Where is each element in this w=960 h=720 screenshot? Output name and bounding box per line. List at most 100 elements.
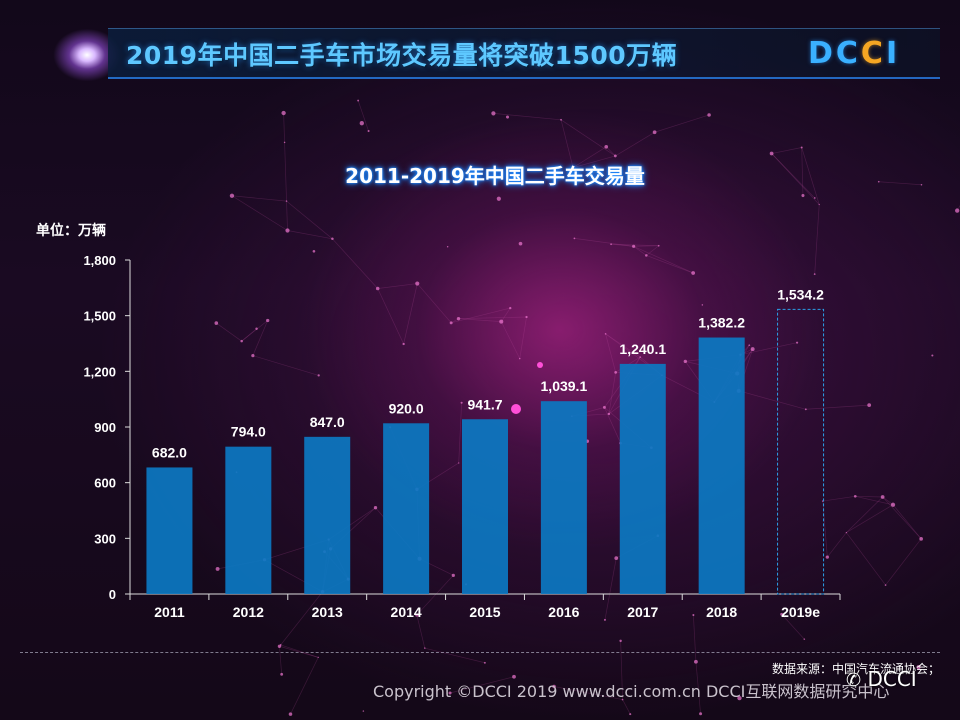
- data-label-2014: 920.0: [389, 400, 424, 416]
- network-node: [614, 371, 618, 374]
- network-node: [845, 531, 847, 534]
- network-node: [519, 357, 521, 360]
- network-node: [317, 656, 319, 658]
- network-node: [610, 243, 612, 246]
- network-node: [621, 698, 624, 701]
- network-node: [867, 403, 872, 407]
- network-node: [884, 584, 887, 586]
- header-bar: [108, 28, 940, 79]
- network-node: [251, 353, 255, 358]
- chart-title: 2011-2019年中国二手车交易量: [345, 164, 645, 188]
- network-node: [560, 118, 562, 121]
- network-node: [285, 228, 290, 233]
- network-line: [500, 321, 521, 359]
- bar-2015: [462, 419, 508, 594]
- network-line: [493, 113, 562, 121]
- network-node: [448, 691, 452, 695]
- network-node: [509, 306, 512, 310]
- network-node: [750, 347, 755, 352]
- network-line: [332, 238, 378, 289]
- network-line: [252, 355, 319, 376]
- network-node: [813, 273, 816, 275]
- network-node: [499, 319, 504, 324]
- network-line: [646, 255, 694, 274]
- network-line: [878, 181, 922, 186]
- network-line: [695, 661, 701, 714]
- network-line: [279, 646, 283, 675]
- data-label-2015: 941.7: [467, 396, 502, 412]
- network-line: [572, 155, 616, 168]
- network-node: [281, 110, 286, 116]
- network-line: [605, 333, 641, 358]
- bar-2016: [540, 401, 587, 594]
- network-node: [214, 321, 219, 325]
- glow-node: [537, 362, 543, 368]
- network-line: [377, 288, 404, 345]
- network-node: [285, 200, 288, 202]
- network-line: [855, 495, 894, 506]
- network-node: [255, 327, 258, 331]
- network-node: [748, 344, 751, 346]
- network-node: [931, 354, 934, 357]
- network-node: [415, 281, 420, 286]
- data-label-2011: 682.0: [152, 444, 187, 460]
- network-node: [266, 318, 270, 323]
- network-node: [491, 111, 496, 116]
- network-line: [216, 322, 242, 342]
- network-line: [605, 146, 616, 157]
- network-node: [424, 647, 426, 649]
- network-node: [701, 304, 704, 306]
- network-line: [846, 496, 883, 533]
- x-tick-label: 2015: [469, 604, 500, 620]
- x-tick-label: 2019e: [781, 604, 820, 620]
- network-line: [357, 100, 369, 132]
- data-source-note: 数据来源：中国汽车流通协会；: [771, 662, 940, 676]
- network-node: [496, 196, 501, 201]
- network-node: [460, 401, 463, 404]
- network-line: [633, 245, 659, 247]
- network-node: [525, 315, 528, 319]
- network-node: [602, 405, 606, 409]
- network-node: [331, 237, 334, 241]
- network-node: [373, 506, 378, 510]
- network-node: [357, 99, 360, 102]
- wechat-account-name: DCCI: [867, 667, 917, 691]
- network-line: [458, 402, 462, 463]
- network-line: [283, 113, 285, 143]
- network-line: [451, 307, 511, 324]
- network-line: [956, 205, 960, 211]
- network-node: [877, 180, 880, 183]
- network-line: [519, 316, 527, 359]
- logo-text-c: C: [860, 36, 886, 71]
- y-tick-label: 600: [94, 476, 116, 491]
- network-line: [771, 153, 816, 199]
- network-line: [231, 195, 287, 202]
- network-node: [362, 710, 365, 712]
- wechat-badge: ✆ DCCI: [846, 667, 917, 691]
- network-node: [629, 713, 632, 716]
- network-line: [458, 318, 502, 322]
- network-node: [780, 612, 784, 616]
- network-node: [483, 661, 486, 664]
- network-node: [645, 254, 648, 257]
- network-node: [456, 316, 461, 321]
- logo-text-dc: DC: [808, 36, 861, 71]
- network-node: [890, 502, 896, 507]
- network-node: [607, 412, 611, 416]
- network-line: [740, 342, 798, 356]
- network-node: [280, 672, 284, 676]
- network-line: [892, 504, 922, 540]
- network-line: [611, 243, 659, 247]
- network-line: [574, 238, 634, 247]
- network-line: [286, 201, 288, 231]
- network-line: [416, 614, 426, 649]
- network-node: [955, 208, 960, 213]
- network-line: [805, 404, 870, 410]
- network-line: [885, 538, 922, 586]
- network-node: [573, 237, 576, 240]
- network-line: [417, 283, 452, 324]
- network-node: [451, 573, 455, 577]
- network-line: [846, 504, 894, 533]
- network-node: [604, 333, 607, 335]
- x-tick-label: 2013: [312, 604, 343, 620]
